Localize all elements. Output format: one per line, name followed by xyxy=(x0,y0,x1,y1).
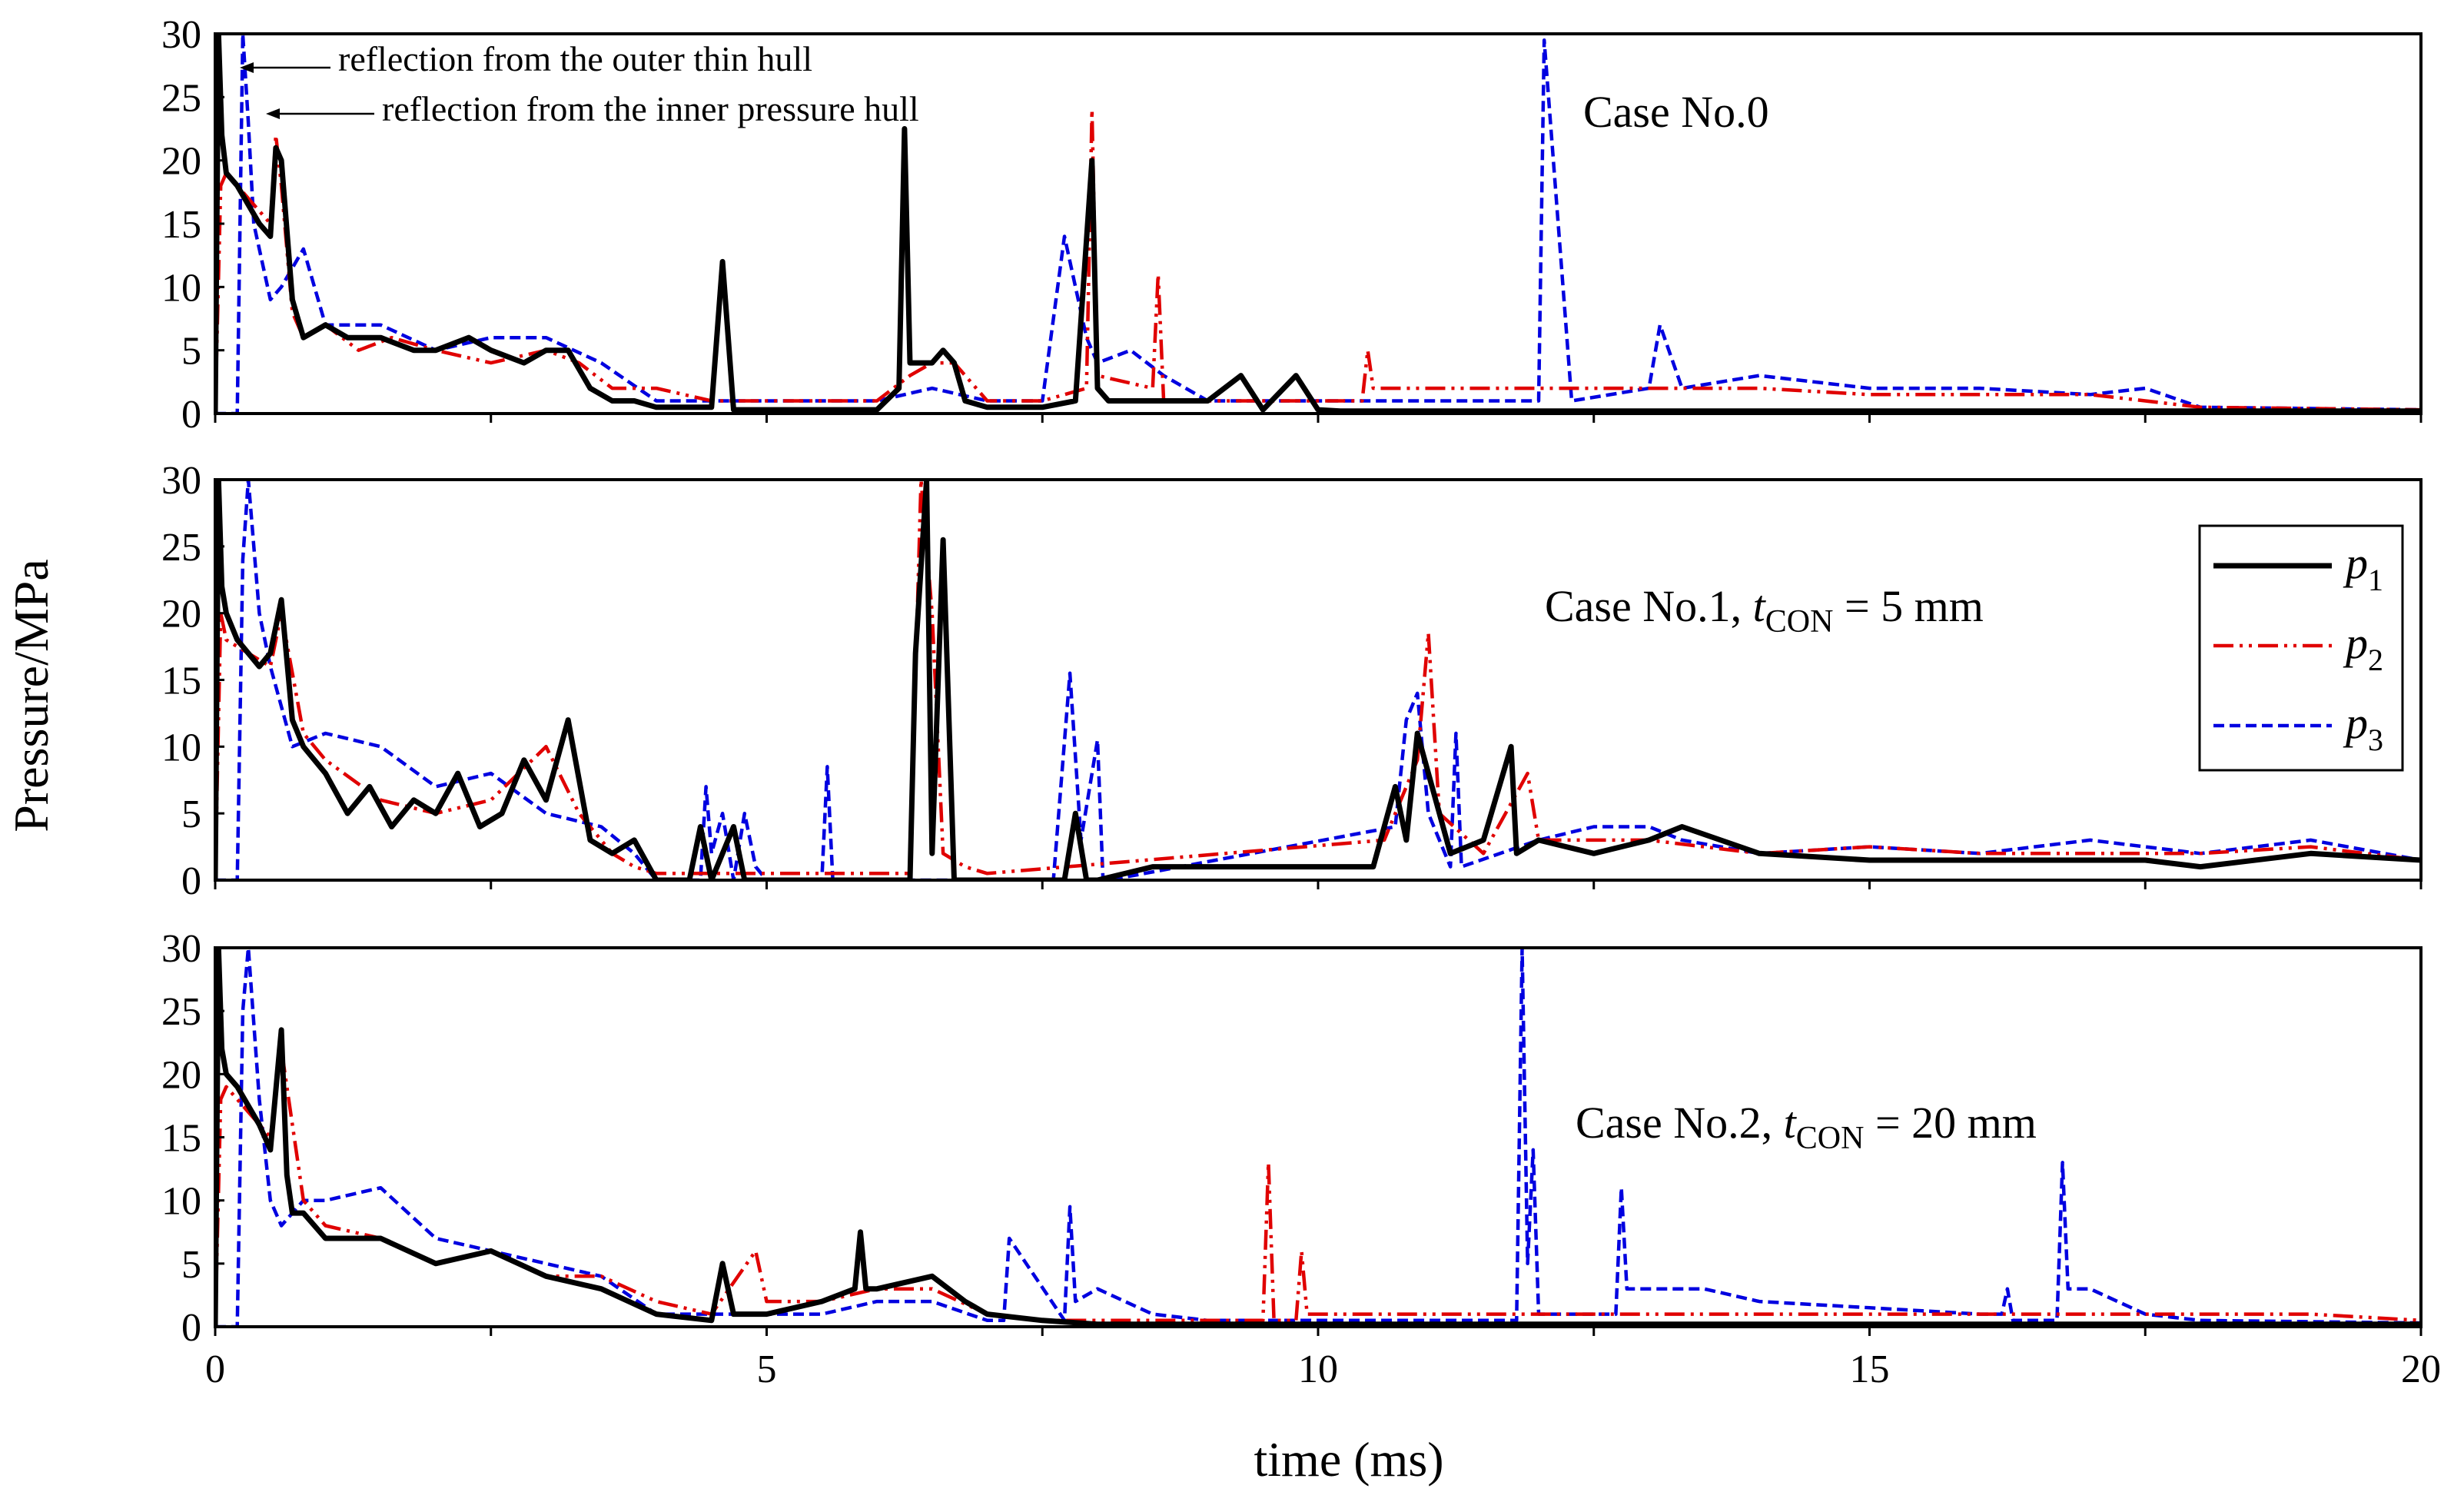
plot-frame xyxy=(214,478,2422,882)
panel-bottom: 0 5 10 15 20 25 30 0 5 10 15 20 Case No.2, tCON = 20… xyxy=(161,927,2441,1391)
y-tick-label: 25 xyxy=(161,526,201,570)
y-tick-label: 5 xyxy=(181,330,201,374)
panel-middle: 0 5 10 15 20 25 30 Case No.1, tCON = 5 mm p1 p2 p3 xyxy=(161,459,2422,903)
series-p3-line xyxy=(215,34,2421,414)
annotation-arrowhead xyxy=(266,108,280,119)
y-tick-label: 15 xyxy=(161,1117,201,1161)
y-tick-label: 0 xyxy=(181,859,201,903)
series-p2-line xyxy=(215,1047,2421,1327)
annotation: reflection from the inner pressure hull xyxy=(266,89,919,128)
panel-title: Case No.2, tCON = 20 mm xyxy=(1576,1098,2037,1156)
y-tick-label: 15 xyxy=(161,203,201,247)
series-p3-line xyxy=(215,480,2421,880)
x-tick-label: 10 xyxy=(1298,1347,1338,1391)
annotation: reflection from the outer thin hull xyxy=(240,39,812,78)
panel-title: Case No.1, tCON = 5 mm xyxy=(1545,581,1984,640)
x-tick-label: 0 xyxy=(205,1347,225,1391)
y-tick-label: 25 xyxy=(161,76,201,120)
series-p1-line xyxy=(215,480,2421,880)
y-tick-label: 10 xyxy=(161,1180,201,1224)
legend-label-p2: p2 xyxy=(2343,618,2383,677)
x-tick-label: 20 xyxy=(2401,1347,2441,1391)
series-p2-line xyxy=(215,108,2421,414)
legend: p1 p2 p3 xyxy=(2198,524,2404,772)
y-tick-label: 5 xyxy=(181,1243,201,1287)
y-tick-label: 20 xyxy=(161,593,201,636)
panels: 0 5 10 15 20 25 30 Case No.0 reflection from the… xyxy=(161,13,2441,1391)
legend-label-p1: p1 xyxy=(2343,538,2383,597)
annotation-text: reflection from the inner pressure hull xyxy=(382,89,919,128)
y-axis-label: Pressure/MPa xyxy=(4,559,58,832)
series-p1-line xyxy=(215,948,2421,1327)
y-tick-label: 30 xyxy=(161,459,201,503)
y-tick-label: 30 xyxy=(161,13,201,57)
legend-label-p3: p3 xyxy=(2343,698,2383,757)
y-tick-label: 10 xyxy=(161,726,201,769)
y-tick-label: 5 xyxy=(181,793,201,836)
y-tick-label: 30 xyxy=(161,927,201,971)
series-p1-line xyxy=(215,34,2421,414)
annotation-text: reflection from the outer thin hull xyxy=(338,39,812,78)
y-tick-label: 20 xyxy=(161,1053,201,1097)
y-tick-label: 0 xyxy=(181,1306,201,1350)
x-tick-label: 5 xyxy=(757,1347,777,1391)
y-tick-label: 10 xyxy=(161,266,201,310)
series-p3-line xyxy=(215,948,2421,1327)
plot-frame xyxy=(214,946,2422,1328)
x-tick-label: 15 xyxy=(1850,1347,1890,1391)
y-tick-label: 0 xyxy=(181,393,201,437)
x-axis-label: time (ms) xyxy=(1254,1432,1443,1487)
y-tick-label: 15 xyxy=(161,660,201,703)
panel-title: Case No.0 xyxy=(1583,87,1769,137)
y-tick-label: 25 xyxy=(161,990,201,1034)
y-tick-label: 20 xyxy=(161,140,201,184)
panel-top: 0 5 10 15 20 25 30 Case No.0 reflection from the… xyxy=(161,13,2422,437)
series-p2-line xyxy=(215,480,2421,880)
annotation-arrowhead xyxy=(240,62,254,73)
